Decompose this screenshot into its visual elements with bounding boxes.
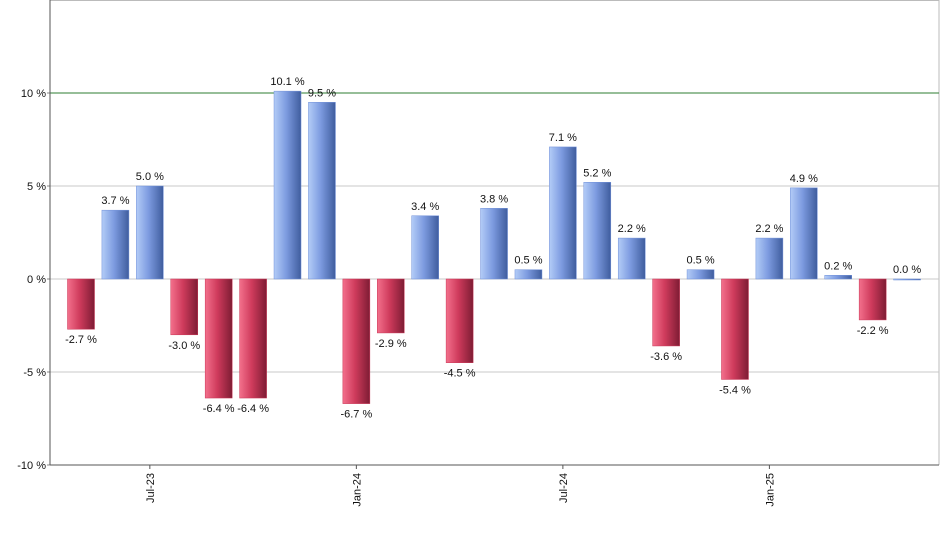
bar <box>342 278 371 404</box>
x-tick-label: Jan-24 <box>351 473 363 507</box>
bar <box>239 278 267 399</box>
value-label: 4.9 % <box>790 173 818 185</box>
y-tick-label: 10 % <box>21 88 46 100</box>
value-label: 0.2 % <box>824 260 852 272</box>
value-label: 9.5 % <box>308 87 336 99</box>
value-label: 2.2 % <box>755 223 783 235</box>
value-label: -2.7 % <box>65 334 97 346</box>
value-label: -2.9 % <box>375 338 407 350</box>
value-label: 5.2 % <box>583 167 611 179</box>
value-label: 3.8 % <box>480 193 508 205</box>
value-label: -6.4 % <box>237 403 269 415</box>
value-label: -3.0 % <box>168 340 200 352</box>
bar <box>445 278 474 363</box>
bar <box>617 237 646 280</box>
bar <box>549 146 577 280</box>
bar <box>858 278 887 321</box>
bar <box>308 102 336 280</box>
bar <box>204 278 233 399</box>
value-label: 3.7 % <box>101 195 129 207</box>
x-tick-label: Jul-23 <box>145 473 157 503</box>
value-label: -3.6 % <box>650 351 682 363</box>
bar <box>480 208 508 280</box>
value-label: -4.5 % <box>444 368 476 380</box>
value-label: 2.2 % <box>618 223 646 235</box>
value-label: 0.0 % <box>893 264 921 276</box>
bar <box>67 278 95 330</box>
bar <box>101 209 130 280</box>
bar <box>893 278 921 281</box>
value-label: 3.4 % <box>411 201 439 213</box>
value-label: 10.1 % <box>270 76 304 88</box>
bar <box>514 269 543 280</box>
bar <box>824 275 852 280</box>
y-tick-label: 0 % <box>27 274 46 286</box>
bar <box>583 182 612 280</box>
value-label: -6.4 % <box>203 403 235 415</box>
bar <box>136 185 164 280</box>
x-tick-label: Jul-24 <box>558 473 570 503</box>
bar <box>377 278 405 334</box>
x-tick-label: Jan-25 <box>764 473 776 507</box>
bar <box>686 269 715 280</box>
bar <box>652 278 680 347</box>
bar <box>170 278 199 336</box>
bar <box>790 187 818 280</box>
y-tick-label: -10 % <box>17 460 46 472</box>
value-label: 0.5 % <box>514 255 542 267</box>
value-label: 7.1 % <box>549 132 577 144</box>
bar <box>755 237 784 280</box>
value-label: 0.5 % <box>686 255 714 267</box>
bar <box>721 278 749 380</box>
bar <box>411 215 439 280</box>
y-tick-label: -5 % <box>23 367 46 379</box>
value-label: -2.2 % <box>857 325 889 337</box>
bar <box>273 90 302 280</box>
value-label: -5.4 % <box>719 384 751 396</box>
value-label: 5.0 % <box>136 171 164 183</box>
value-label: -6.7 % <box>340 409 372 421</box>
y-tick-label: 5 % <box>27 181 46 193</box>
